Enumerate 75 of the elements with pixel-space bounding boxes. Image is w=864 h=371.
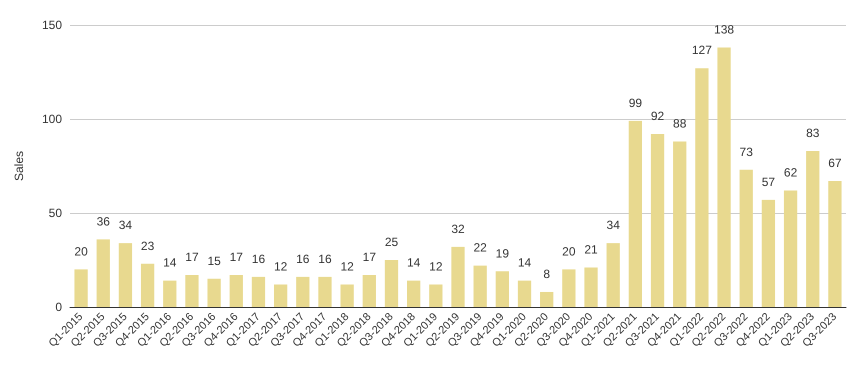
bar — [606, 243, 620, 307]
data-label: 67 — [828, 156, 842, 170]
data-label: 15 — [207, 254, 222, 268]
bar — [784, 190, 798, 307]
data-label: 57 — [762, 174, 776, 189]
bar — [496, 271, 509, 307]
data-label: 14 — [518, 256, 532, 270]
bar — [628, 120, 642, 307]
y-tick-label: 150 — [42, 18, 62, 32]
bar — [717, 48, 731, 307]
data-label: 23 — [140, 238, 155, 253]
data-label: 16 — [318, 252, 332, 266]
bar — [429, 284, 442, 307]
data-label: 34 — [118, 218, 132, 232]
bar — [474, 266, 487, 307]
bar — [407, 280, 420, 307]
bar — [185, 275, 199, 307]
data-label: 19 — [496, 246, 510, 260]
bar — [828, 181, 842, 307]
data-label: 92 — [650, 109, 665, 124]
bar — [296, 276, 310, 307]
bar — [540, 292, 554, 307]
data-label: 16 — [252, 252, 266, 266]
data-label: 20 — [562, 244, 576, 258]
bar — [562, 269, 576, 307]
bar — [518, 280, 532, 307]
bar — [362, 275, 376, 307]
data-label: 34 — [606, 218, 620, 232]
bar — [96, 239, 110, 307]
bar — [584, 268, 598, 307]
bar — [140, 264, 154, 307]
y-tick-label: 50 — [48, 206, 62, 220]
bar — [740, 170, 753, 307]
data-label: 88 — [673, 116, 687, 131]
data-label: 12 — [340, 259, 354, 274]
data-label: 17 — [362, 250, 376, 264]
data-label: 12 — [429, 259, 443, 274]
bar — [451, 246, 465, 307]
data-label: 99 — [628, 96, 642, 110]
bar — [650, 134, 664, 307]
bar — [318, 276, 332, 307]
data-label: 32 — [451, 222, 465, 236]
data-label: 17 — [230, 250, 244, 264]
data-label: 17 — [185, 250, 199, 264]
data-label: 73 — [740, 144, 754, 159]
data-label: 22 — [473, 240, 488, 255]
y-tick-label: 100 — [42, 112, 62, 126]
bar — [252, 276, 266, 307]
data-label: 21 — [584, 242, 598, 257]
bar — [274, 284, 288, 307]
data-label: 138 — [714, 22, 734, 37]
y-axis-title: Sales — [12, 150, 26, 182]
data-label: 36 — [96, 214, 110, 228]
bar — [695, 68, 709, 307]
bar — [207, 278, 221, 307]
y-tick-label: 0 — [55, 300, 62, 314]
data-label: 83 — [806, 126, 820, 140]
data-label: 25 — [384, 235, 398, 249]
data-label: 127 — [692, 43, 712, 58]
bar — [673, 142, 686, 307]
bar — [163, 280, 176, 307]
bar — [118, 243, 132, 307]
bar — [74, 269, 88, 307]
bar — [230, 275, 243, 307]
bar — [806, 150, 820, 307]
data-label: 16 — [296, 252, 310, 266]
data-label: 62 — [784, 165, 798, 180]
data-label: 14 — [406, 256, 421, 270]
data-label: 8 — [543, 266, 550, 281]
data-label: 14 — [163, 256, 177, 270]
data-label: 20 — [74, 244, 88, 258]
bar — [340, 284, 354, 307]
bar — [762, 200, 776, 307]
data-label: 12 — [274, 259, 288, 274]
bar — [384, 260, 398, 307]
